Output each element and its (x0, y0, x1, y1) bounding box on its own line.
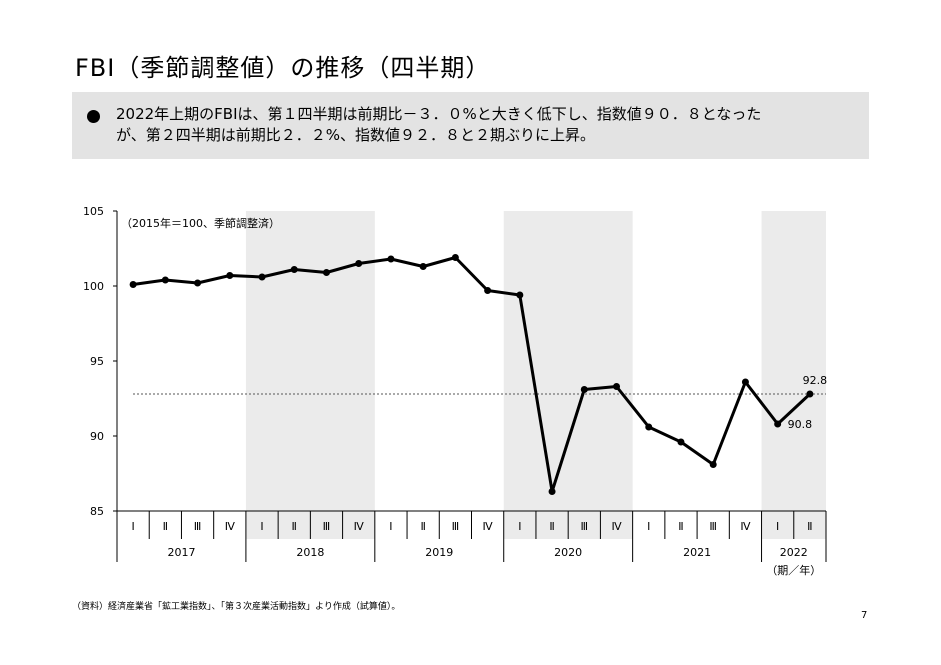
quarter-label: Ⅳ (225, 520, 236, 533)
quarter-label: Ⅱ (420, 520, 425, 533)
data-label-92.8: 92.8 (803, 374, 828, 387)
quarter-label: Ⅲ (323, 520, 331, 533)
data-point-19 (741, 378, 749, 386)
quarter-label: Ⅳ (611, 520, 622, 533)
summary-line-1: 2022年上期のFBIは、第１四半期は前期比－３．０%と大きく低下し、指数値９０… (116, 105, 762, 123)
year-shade-2020 (503, 211, 633, 539)
data-point-0 (129, 281, 137, 288)
quarter-label: Ⅱ (163, 520, 168, 533)
quarter-label: Ⅰ (518, 520, 521, 533)
data-point-21 (806, 390, 814, 398)
summary-box: 2022年上期のFBIは、第１四半期は前期比－３．０%と大きく低下し、指数値９０… (72, 92, 869, 159)
quarter-label: Ⅰ (647, 520, 650, 533)
year-label-2021: 2021 (683, 546, 711, 559)
data-point-11 (484, 287, 492, 294)
quarter-label: Ⅰ (131, 520, 134, 533)
data-point-14 (580, 386, 588, 393)
data-point-20 (774, 420, 782, 428)
x-unit-label: （期／年） (766, 563, 821, 577)
quarter-label: Ⅲ (709, 520, 717, 533)
year-label-2018: 2018 (296, 546, 324, 559)
data-point-6 (322, 269, 330, 276)
page-number: 7 (861, 610, 868, 621)
y-tick-label: 85 (90, 505, 104, 518)
data-point-7 (355, 260, 363, 267)
data-point-9 (419, 263, 427, 270)
data-point-4 (258, 273, 266, 281)
data-point-17 (677, 438, 685, 446)
data-point-12 (516, 291, 524, 299)
quarter-label: Ⅱ (678, 520, 683, 533)
quarter-label: Ⅳ (354, 520, 365, 533)
data-point-10 (451, 254, 459, 261)
data-point-1 (161, 276, 169, 284)
y-tick-label: 105 (83, 205, 104, 218)
year-label-2019: 2019 (425, 546, 453, 559)
y-tick-label: 100 (83, 280, 104, 293)
data-point-18 (709, 461, 717, 468)
quarter-label: Ⅲ (194, 520, 202, 533)
year-label-2022: 2022 (780, 546, 808, 559)
data-point-13 (548, 488, 556, 495)
year-label-2017: 2017 (167, 546, 195, 559)
source-note: （資料）経済産業省「鉱工業指数」、「第３次産業活動指数」より作成（試算値）。 (72, 602, 401, 612)
unit-note: （2015年＝100、季節調整済） (121, 216, 280, 230)
y-tick-label: 90 (90, 430, 104, 443)
quarter-label: Ⅲ (580, 520, 588, 533)
quarter-label: Ⅳ (483, 520, 494, 533)
data-label-90.8: 90.8 (788, 418, 813, 431)
summary-text: 2022年上期のFBIは、第１四半期は前期比－３．０%と大きく低下し、指数値９０… (116, 104, 866, 146)
y-tick-label: 95 (90, 355, 104, 368)
year-shade-2018 (245, 211, 375, 539)
data-point-15 (613, 383, 621, 390)
year-shade-2022 (761, 211, 826, 539)
bullet-icon (87, 110, 100, 123)
data-point-2 (194, 279, 202, 287)
quarter-label: Ⅱ (549, 520, 554, 533)
data-point-3 (226, 272, 234, 279)
quarter-label: Ⅱ (807, 520, 812, 533)
data-point-5 (290, 266, 298, 273)
data-point-16 (645, 423, 653, 431)
quarter-label: Ⅰ (776, 520, 779, 533)
fbi-series-line (132, 256, 811, 493)
quarter-label: Ⅱ (292, 520, 297, 533)
slide-title: FBI（季節調整値）の推移（四半期） (75, 54, 491, 82)
summary-line-2: が、第２四半期は前期比２．２%、指数値９２．８と２期ぶりに上昇。 (116, 126, 595, 144)
quarter-label: Ⅳ (740, 520, 751, 533)
quarter-label: Ⅰ (389, 520, 392, 533)
quarter-label: Ⅰ (260, 520, 263, 533)
data-point-8 (387, 255, 395, 263)
year-label-2020: 2020 (554, 546, 582, 559)
quarter-label: Ⅲ (452, 520, 460, 533)
